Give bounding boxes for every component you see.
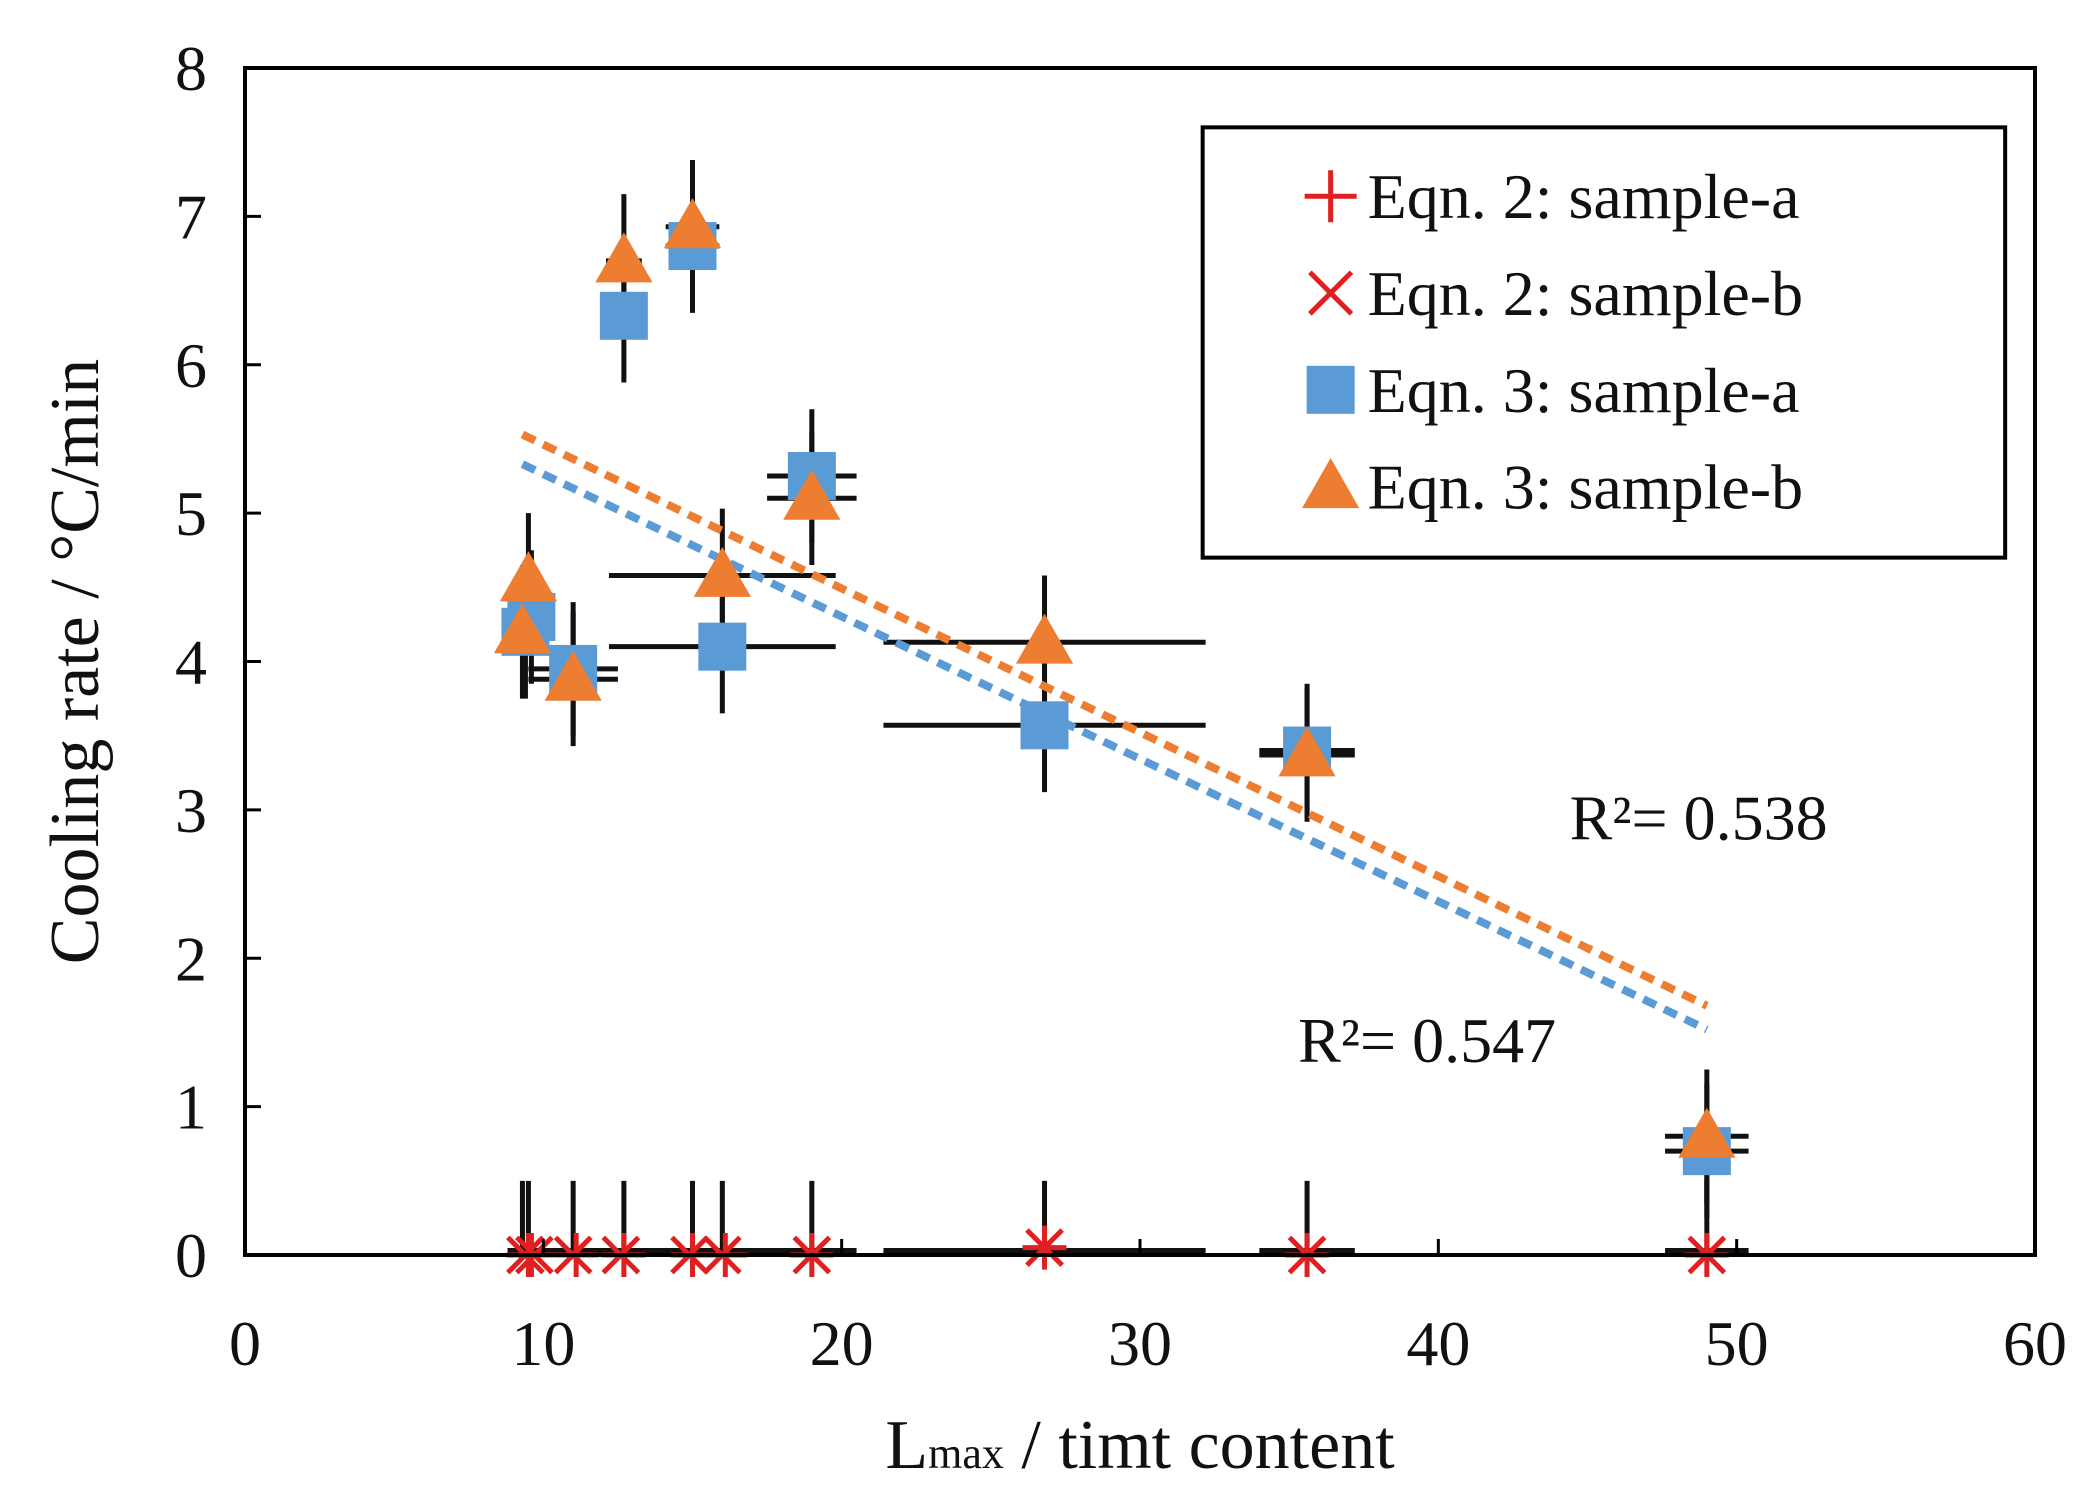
- legend-marker-square: [1306, 365, 1355, 414]
- point-triangle-5: [693, 546, 751, 597]
- y-tick-label-7: 7: [175, 181, 207, 252]
- y-tick-label-4: 4: [175, 627, 207, 698]
- x-tick-label-40: 40: [1406, 1308, 1470, 1379]
- r2-label-sample-b: R²= 0.538: [1570, 783, 1828, 854]
- point-triangle-2: [544, 650, 602, 701]
- x-tick-label-0: 0: [229, 1308, 261, 1379]
- y-tick-label-5: 5: [175, 478, 207, 549]
- y-tick-label-8: 8: [175, 33, 207, 104]
- legend-label-2: Eqn. 3: sample-a: [1368, 355, 1800, 426]
- x-tick-label-60: 60: [2003, 1308, 2067, 1379]
- x-tick-label-50: 50: [1705, 1308, 1769, 1379]
- legend-label-1: Eqn. 2: sample-b: [1368, 258, 1803, 329]
- legend-label-3: Eqn. 3: sample-b: [1368, 452, 1803, 523]
- point-square-5: [698, 622, 747, 671]
- legend: Eqn. 2: sample-a Eqn. 2: sample-b Eqn. 3: …: [1200, 125, 2008, 560]
- point-x-7-b: [1025, 1228, 1064, 1267]
- point-triangle-8: [1278, 726, 1336, 777]
- point-triangle-6: [783, 469, 841, 520]
- y-tick-label-0: 0: [175, 1220, 207, 1291]
- legend-label-0: Eqn. 2: sample-a: [1368, 161, 1800, 232]
- x-axis-label-main: L: [885, 1407, 928, 1484]
- point-triangle-9: [1678, 1107, 1736, 1158]
- legend-marker-plus: [1304, 170, 1357, 223]
- point-triangle-7: [1015, 613, 1074, 664]
- legend-marker-triangle: [1302, 458, 1360, 509]
- y-tick-label-3: 3: [175, 775, 207, 846]
- y-axis-label: Cooling rate / °C/min: [37, 359, 114, 964]
- point-square-3: [599, 291, 648, 340]
- point-triangle-4: [663, 198, 722, 249]
- x-tick-label-30: 30: [1108, 1308, 1172, 1379]
- y-tick-label-1: 1: [175, 1072, 207, 1143]
- y-tick-label-6: 6: [175, 330, 207, 401]
- point-x-7: [1025, 1228, 1064, 1267]
- x-axis-label-subscript: max: [928, 1429, 1004, 1478]
- r2-label-sample-a: R²= 0.547: [1298, 1005, 1556, 1076]
- x-axis-label-rest: / timt content: [1004, 1407, 1395, 1484]
- point-square-7: [1020, 701, 1069, 750]
- trendline-0: [520, 430, 1709, 1010]
- x-tick-label-20: 20: [810, 1308, 874, 1379]
- point-triangle-1: [499, 551, 558, 602]
- x-axis-label: Lmax / timt content: [885, 1407, 1395, 1484]
- axes: 0 1 2 3 4 5 6 7 8 0 10 20 30 40 50 60: [175, 33, 2067, 1379]
- point-triangle-0: [493, 603, 552, 654]
- legend-marker-x-b: [1308, 270, 1354, 316]
- x-tick-label-10: 10: [511, 1308, 575, 1379]
- point-triangle-3: [595, 232, 653, 283]
- y-tick-label-2: 2: [175, 923, 207, 994]
- legend-marker-x: [1308, 270, 1354, 316]
